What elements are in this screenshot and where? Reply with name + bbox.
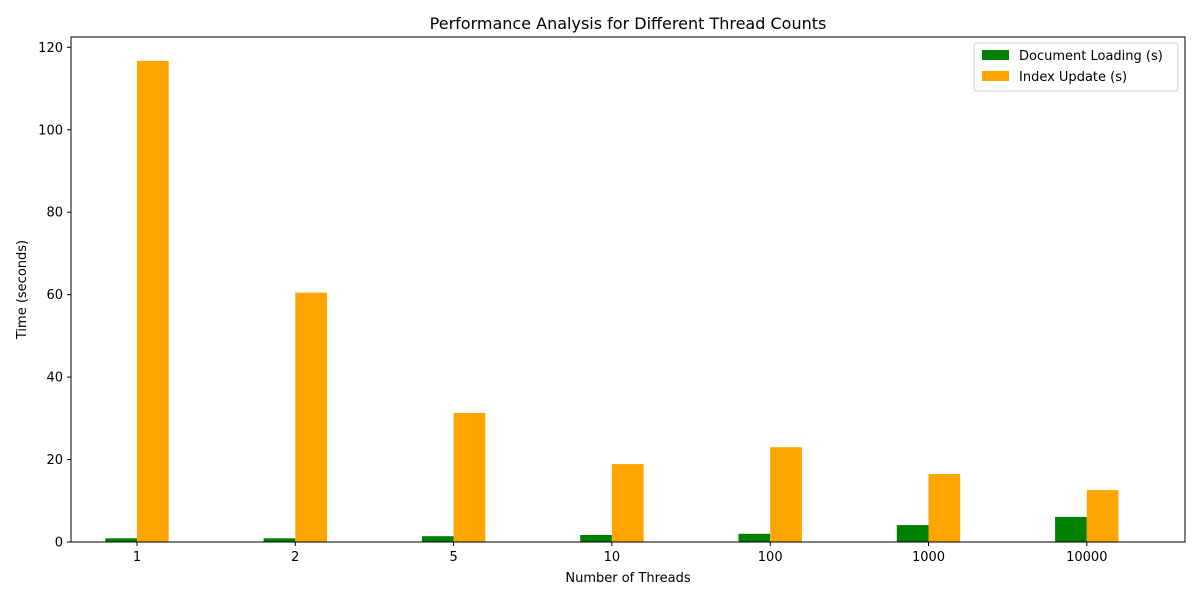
bar-document-loading-s-1000 bbox=[896, 525, 929, 542]
legend-swatch-document-loading bbox=[982, 50, 1009, 60]
bar-index-update-s-1000 bbox=[928, 474, 961, 542]
bar-document-loading-s-5 bbox=[421, 536, 454, 542]
y-axis-label: Time (seconds) bbox=[15, 240, 30, 340]
legend-label-document-loading: Document Loading (s) bbox=[1019, 49, 1163, 64]
bar-document-loading-s-10 bbox=[580, 535, 612, 542]
y-tick-label: 60 bbox=[46, 288, 63, 303]
legend-label-index-update: Index Update (s) bbox=[1019, 70, 1127, 85]
legend-box bbox=[973, 42, 1179, 92]
bar-index-update-s-5 bbox=[453, 413, 486, 542]
x-tick-label: 10 bbox=[604, 550, 621, 565]
y-tick-label: 100 bbox=[38, 123, 63, 138]
y-tick-label: 80 bbox=[46, 206, 63, 221]
bar-index-update-s-1 bbox=[137, 60, 169, 543]
bar-document-loading-s-2 bbox=[263, 538, 296, 542]
y-tick-label: 40 bbox=[46, 371, 63, 386]
x-tick-label: 1000 bbox=[912, 550, 945, 565]
plot-frame bbox=[70, 36, 1186, 543]
y-tick-label: 0 bbox=[55, 536, 63, 551]
legend: Document Loading (s) Index Update (s) bbox=[973, 42, 1179, 92]
x-tick-label: 100 bbox=[758, 550, 783, 565]
x-axis-label: Number of Threads bbox=[565, 571, 690, 586]
bar-index-update-s-100 bbox=[770, 447, 802, 542]
x-tick-label: 10000 bbox=[1066, 550, 1107, 565]
y-tick-label: 20 bbox=[46, 453, 63, 468]
bar-index-update-s-2 bbox=[295, 292, 327, 542]
x-tick-label: 1 bbox=[133, 550, 141, 565]
chart-title: Performance Analysis for Different Threa… bbox=[430, 14, 827, 33]
bar-document-loading-s-100 bbox=[738, 533, 771, 542]
x-tick-label: 2 bbox=[291, 550, 299, 565]
bar-index-update-s-10000 bbox=[1086, 490, 1119, 542]
bar-document-loading-s-10000 bbox=[1055, 516, 1087, 542]
x-tick-label: 5 bbox=[449, 550, 457, 565]
y-tick-label: 120 bbox=[38, 41, 63, 56]
legend-swatch-index-update bbox=[982, 71, 1009, 81]
bar-document-loading-s-1 bbox=[105, 538, 137, 542]
bar-index-update-s-10 bbox=[611, 464, 644, 542]
